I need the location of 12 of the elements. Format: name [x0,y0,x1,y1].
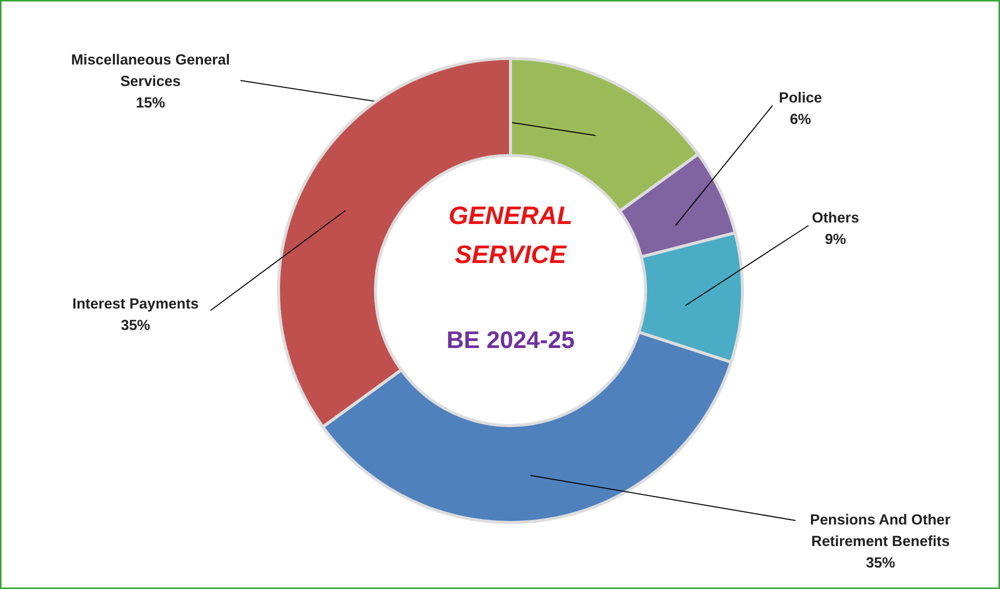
data-label: 35% [866,556,896,572]
text: GENERAL SERVICE [448,202,572,270]
data-label: 35% [120,318,150,334]
data-label: 9% [824,232,846,248]
slice-label: Miscellaneous General Services [71,52,230,90]
slice-label: Others [812,210,860,226]
slice-label: Pensions And Other Retirement Benefits [810,512,951,550]
slice-label: Interest Payments [72,296,199,312]
data-label: 15% [136,96,166,112]
data-label: 6% [790,112,812,128]
slice-label: Police [778,90,822,106]
text: BE 2024-25 [446,327,575,354]
